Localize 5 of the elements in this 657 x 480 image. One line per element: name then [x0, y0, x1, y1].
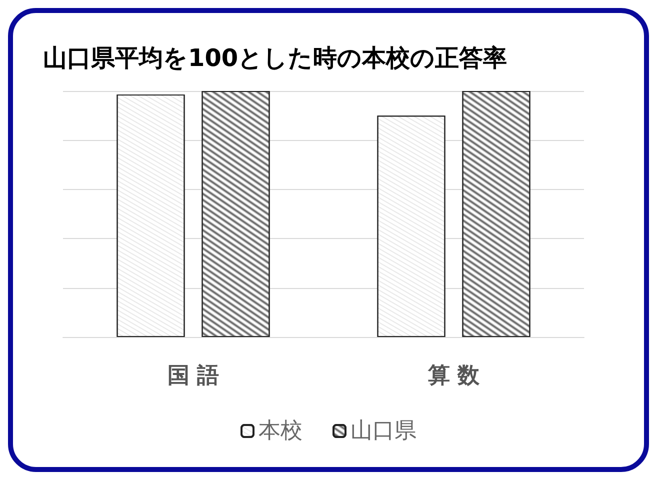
x-tick-label: 国 語	[167, 364, 220, 388]
chart-title: 山口県平均を100とした時の本校の正答率	[43, 44, 508, 72]
legend-label: 山口県	[350, 418, 416, 444]
x-tick-label: 算 数	[426, 364, 481, 388]
legend-label: 本校	[258, 418, 302, 444]
